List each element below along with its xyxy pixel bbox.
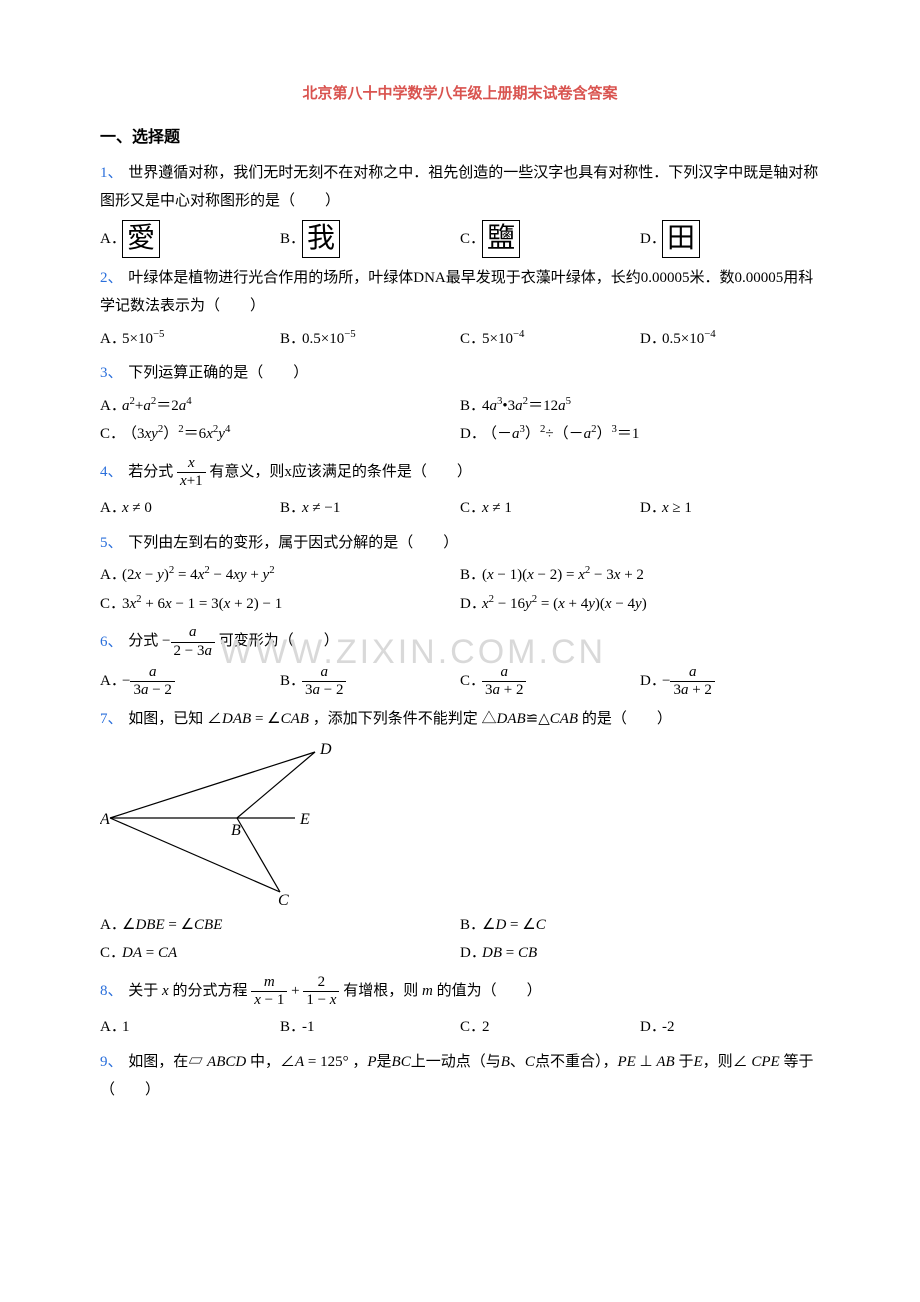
opt-a: A．∠DBE = ∠CBE: [100, 911, 460, 940]
opt-a: A．1: [100, 1013, 280, 1042]
opt-a: A．−a3a − 2: [100, 664, 280, 700]
question-text: 叶绿体是植物进行光合作用的场所，叶绿体DNA最早发现于衣藻叶绿体，长约0.000…: [100, 270, 813, 315]
qnum: 5、: [100, 535, 123, 551]
figure-q7: A B E D C: [100, 740, 360, 905]
opt-b: B．0.5×10−5: [280, 325, 460, 354]
opt-c: C．（3xy2）2＝6x2y4: [100, 420, 460, 449]
question-text: 世界遵循对称，我们无时无刻不在对称之中．祖先创造的一些汉字也具有对称性．下列汉字…: [100, 165, 818, 210]
svg-text:E: E: [299, 811, 310, 828]
opt-a: A．(2x − y)2 = 4x2 − 4xy + y2: [100, 561, 460, 590]
options-q1: A．愛 B．我 C．鹽 D． 田: [100, 220, 820, 258]
svg-text:A: A: [100, 811, 110, 828]
opt-c: C．5×10−4: [460, 325, 640, 354]
qnum: 3、: [100, 365, 123, 381]
opt-c: C．a3a + 2: [460, 664, 640, 700]
fraction: x x+1: [177, 455, 206, 491]
q4-pre: 若分式: [128, 464, 173, 480]
opt-a: A．愛: [100, 220, 280, 258]
qnum: 6、: [100, 634, 123, 650]
svg-text:B: B: [231, 822, 241, 839]
question-8: 8、 关于 x 的分式方程 mx − 1 + 21 − x 有增根，则 m 的值…: [100, 974, 820, 1010]
opt-a: A．a2+a2＝2a4: [100, 392, 460, 421]
q8-post: 有增根，则 m 的值为（ ）: [343, 983, 541, 999]
q4-post: 有意义，则x应该满足的条件是（ ）: [209, 464, 472, 480]
page-title: 北京第八十中学数学八年级上册期末试卷含答案: [100, 80, 820, 109]
section-heading: 一、选择题: [100, 123, 820, 153]
svg-text:D: D: [319, 741, 332, 758]
fraction: mx − 1: [251, 974, 287, 1010]
opt-a: A．x ≠ 0: [100, 494, 280, 523]
fraction: a 2 − 3a: [171, 624, 215, 660]
opt-b: B．我: [280, 220, 460, 258]
options-q7: A．∠DBE = ∠CBE B．∠D = ∠C C．DA = CA D．DB =…: [100, 911, 820, 968]
opt-c: C．DA = CA: [100, 939, 460, 968]
opt-d: D．-2: [640, 1013, 820, 1042]
opt-d: D．x ≥ 1: [640, 494, 820, 523]
qnum: 4、: [100, 464, 123, 480]
q8-pre: 关于 x 的分式方程: [128, 983, 247, 999]
options-q3: A．a2+a2＝2a4 B．4a3•3a2＝12a5 C．（3xy2）2＝6x2…: [100, 392, 820, 449]
qnum: 8、: [100, 983, 123, 999]
options-q5: A．(2x − y)2 = 4x2 − 4xy + y2 B．(x − 1)(x…: [100, 561, 820, 618]
question-9: 9、 如图，在▱ ABCD 中，∠A = 125° ，P是BC上一动点（与B、C…: [100, 1048, 820, 1105]
opt-d: D．−a3a + 2: [640, 664, 820, 700]
fraction: 21 − x: [303, 974, 339, 1010]
opt-d: D．DB = CB: [460, 939, 820, 968]
question-1: 1、 世界遵循对称，我们无时无刻不在对称之中．祖先创造的一些汉字也具有对称性．下…: [100, 159, 820, 216]
opt-b: B．∠D = ∠C: [460, 911, 820, 940]
char-tian: 田: [662, 220, 700, 258]
question-text: 如图，已知 ∠DAB = ∠CAB ，添加下列条件不能判定 △DAB≌△CAB …: [128, 711, 672, 727]
question-text: 如图，在▱ ABCD 中，∠A = 125° ，P是BC上一动点（与B、C点不重…: [100, 1054, 814, 1099]
question-3: 3、 下列运算正确的是（ ）: [100, 359, 820, 388]
question-text: 下列运算正确的是（ ）: [128, 365, 308, 381]
options-q2: A．5×10−5 B．0.5×10−5 C．5×10−4 D．0.5×10−4: [100, 325, 820, 354]
question-7: 7、 如图，已知 ∠DAB = ∠CAB ，添加下列条件不能判定 △DAB≌△C…: [100, 705, 820, 734]
opt-c: C．鹽: [460, 220, 640, 258]
opt-b: B．-1: [280, 1013, 460, 1042]
opt-c: C．2: [460, 1013, 640, 1042]
qnum: 9、: [100, 1054, 123, 1070]
options-q8: A．1 B．-1 C．2 D．-2: [100, 1013, 820, 1042]
opt-b: B．4a3•3a2＝12a5: [460, 392, 820, 421]
opt-c: C．3x2 + 6x − 1 = 3(x + 2) − 1: [100, 590, 460, 619]
q6-post: 可变形为（ ）: [219, 634, 339, 650]
svg-text:C: C: [278, 892, 289, 905]
question-text: 下列由左到右的变形，属于因式分解的是（ ）: [128, 535, 458, 551]
opt-b: B．x ≠ −1: [280, 494, 460, 523]
opt-b: B．a3a − 2: [280, 664, 460, 700]
qnum: 7、: [100, 711, 123, 727]
question-5: 5、 下列由左到右的变形，属于因式分解的是（ ）: [100, 529, 820, 558]
opt-d: D．0.5×10−4: [640, 325, 820, 354]
question-4: 4、 若分式 x x+1 有意义，则x应该满足的条件是（ ）: [100, 455, 820, 491]
opt-d: D．（－a3）2÷（－a2）3＝1: [460, 420, 820, 449]
opt-d: D．x2 − 16y2 = (x + 4y)(x − 4y): [460, 590, 820, 619]
q6-pre: 分式: [128, 634, 158, 650]
qnum: 1、: [100, 165, 123, 181]
opt-c: C．x ≠ 1: [460, 494, 640, 523]
options-q6: A．−a3a − 2 B．a3a − 2 C．a3a + 2 D．−a3a + …: [100, 664, 820, 700]
question-2: 2、 叶绿体是植物进行光合作用的场所，叶绿体DNA最早发现于衣藻叶绿体，长约0.…: [100, 264, 820, 321]
opt-a: A．5×10−5: [100, 325, 280, 354]
question-6: WWW.ZIXIN.COM.CN 6、 分式 − a 2 − 3a 可变形为（ …: [100, 624, 820, 660]
options-q4: A．x ≠ 0 B．x ≠ −1 C．x ≠ 1 D．x ≥ 1: [100, 494, 820, 523]
opt-b: B．(x − 1)(x − 2) = x2 − 3x + 2: [460, 561, 820, 590]
opt-d: D． 田: [640, 220, 820, 258]
qnum: 2、: [100, 270, 123, 286]
